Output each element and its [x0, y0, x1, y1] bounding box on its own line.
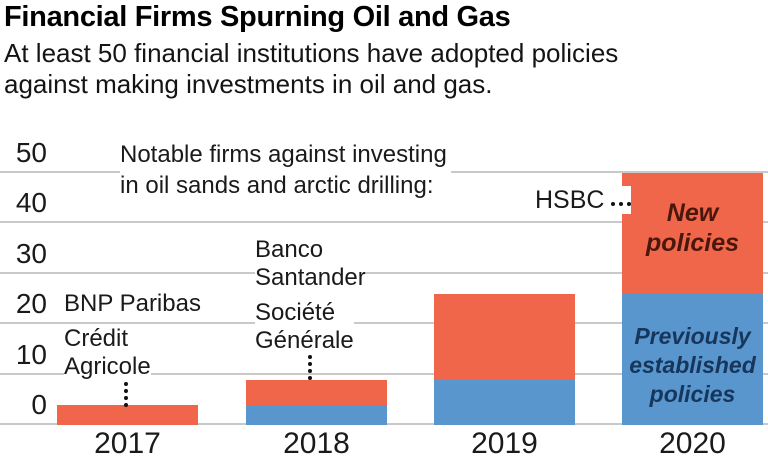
- y-gridline-30: [0, 271, 768, 274]
- y-tick-label-0: 0: [31, 389, 47, 420]
- x-tick-label-2019: 2019: [471, 427, 538, 460]
- annotation-notable-firms: Notable firms against investing in oil s…: [120, 139, 451, 201]
- y-tick-label-40: 40: [15, 187, 47, 218]
- y-tick-label-20: 20: [15, 288, 47, 319]
- x-tick-label-2018: 2018: [283, 427, 350, 460]
- ellipsis-vertical-icon: [308, 355, 312, 380]
- y-gridline-10: [0, 372, 768, 375]
- annotation-societe-generale: Société Générale: [255, 299, 354, 355]
- chart-title: Financial Firms Spurning Oil and Gas: [4, 1, 511, 33]
- y-tick-label-30: 30: [15, 237, 47, 269]
- annotation-notable-firms-line1: Notable firms against investing: [120, 141, 447, 168]
- ellipsis-vertical-icon: [124, 382, 128, 407]
- bar-2019-new-policies: [434, 293, 575, 380]
- x-tick-label-2017: 2017: [94, 427, 161, 460]
- bar-2017-new-policies: [57, 404, 198, 425]
- annotation-banco-santander: Banco Santander: [255, 236, 366, 292]
- bar-2019-previously-established: [434, 379, 575, 425]
- legend-previously-established-policies: Previously established policies: [629, 323, 756, 407]
- chart-subtitle: At least 50 financial institutions have …: [4, 38, 618, 100]
- y-gridline-40: [0, 221, 768, 223]
- bar-2018-new-policies: [246, 379, 387, 405]
- annotation-hsbc: HSBC: [535, 186, 632, 214]
- y-gridline-20: [0, 322, 768, 324]
- annotation-credit-agricole: Crédit Agricole: [64, 325, 151, 381]
- bar-2018-previously-established: [246, 404, 387, 425]
- x-tick-label-2020: 2020: [659, 427, 726, 460]
- legend-new-policies: New policies: [645, 199, 740, 257]
- bar-2020-new-policies: [622, 172, 763, 294]
- bar-2020-previously-established: [622, 293, 763, 425]
- chart-subtitle-line1: At least 50 financial institutions have …: [4, 38, 619, 68]
- annotation-bnp-paribas: BNP Paribas: [64, 290, 201, 318]
- y-tick-label-50: 50: [15, 136, 47, 168]
- y-tick-label-10: 10: [15, 338, 47, 370]
- annotation-notable-firms-line2: in oil sands and arctic drilling:: [120, 172, 434, 199]
- chart-subtitle-line2: against making investments in oil and ga…: [4, 69, 493, 99]
- ellipsis-horizontal-icon: [611, 194, 632, 206]
